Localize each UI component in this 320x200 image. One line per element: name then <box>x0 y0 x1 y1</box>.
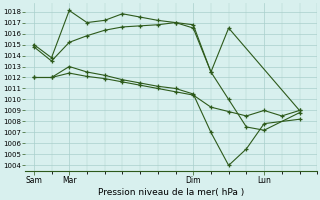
X-axis label: Pression niveau de la mer( hPa ): Pression niveau de la mer( hPa ) <box>98 188 244 197</box>
